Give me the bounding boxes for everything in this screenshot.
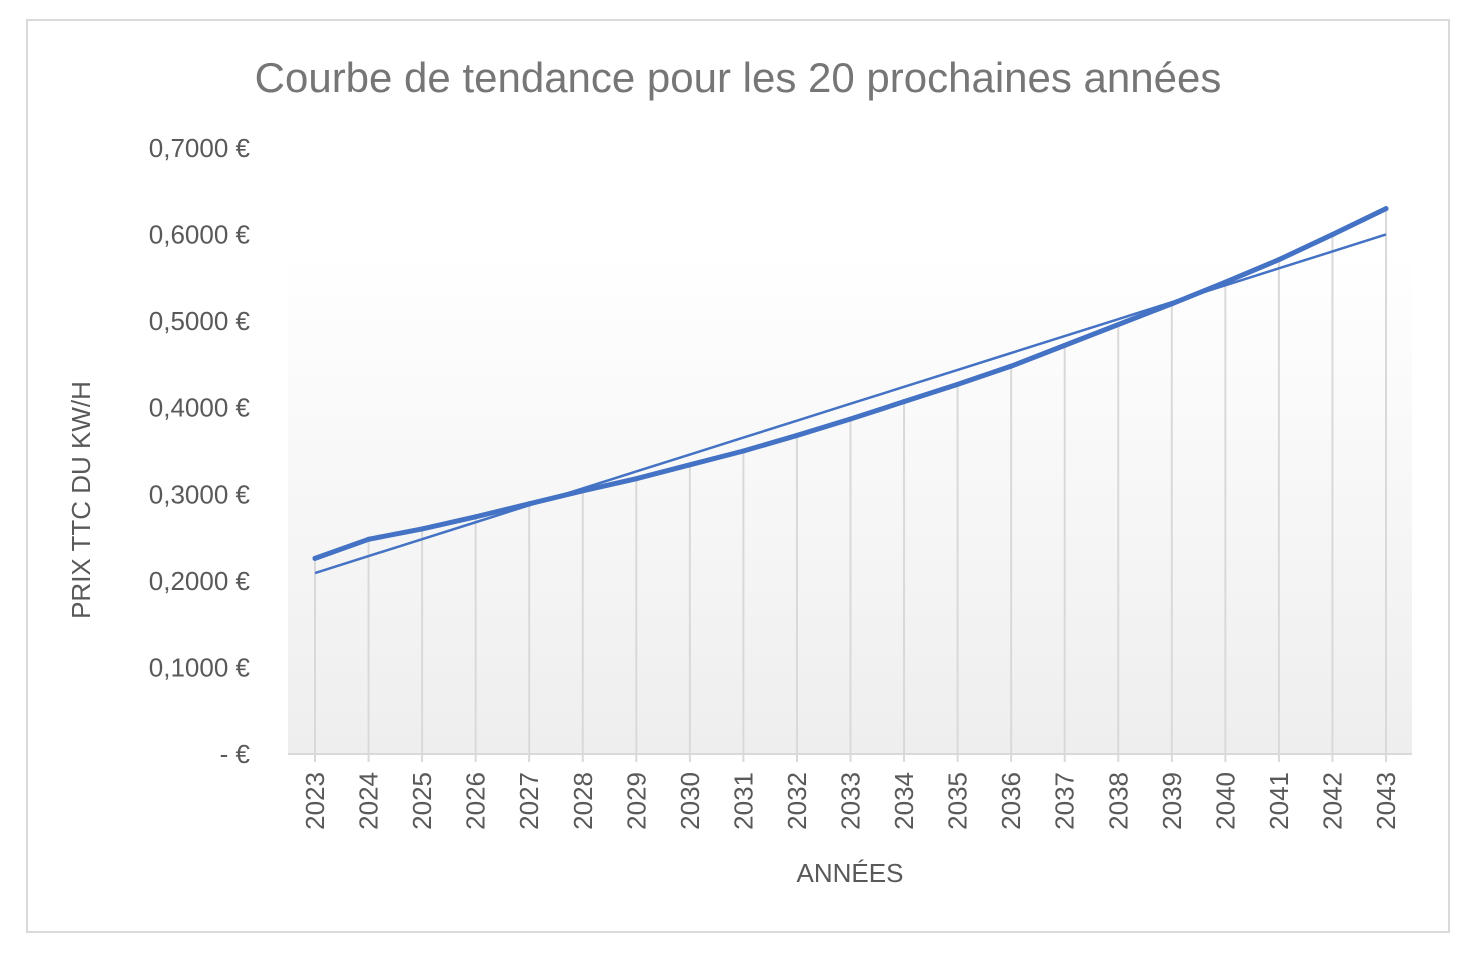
x-axis-label: ANNÉES [797,858,904,888]
y-axis-ticks: 0,7000 € 0,6000 € 0,5000 € 0,4000 € 0,3000 €… [149,133,251,769]
x-tick-label: 2035 [943,772,973,830]
y-tick-label: - € [220,739,251,769]
data-point [473,514,479,520]
y-tick-label: 0,6000 € [149,220,251,250]
data-point [633,476,639,482]
data-point [1115,322,1121,328]
x-tick-label: 2024 [354,772,384,830]
x-tick-label: 2028 [568,772,598,830]
x-tick-label: 2040 [1210,772,1240,830]
x-tick-label: 2039 [1157,772,1187,830]
data-point [901,399,907,405]
y-tick-label: 0,4000 € [149,393,251,423]
x-tick-label: 2036 [996,772,1026,830]
x-tick-label: 2038 [1103,772,1133,830]
data-point [1062,342,1068,348]
y-tick-label: 0,3000 € [149,479,251,509]
chart-title: Courbe de tendance pour les 20 prochaine… [255,54,1222,101]
data-point [366,536,372,542]
series-layer [312,206,1389,575]
data-point [526,501,532,507]
data-point [1008,363,1014,369]
y-tick-label: 0,7000 € [149,133,251,163]
x-tick-label: 2029 [621,772,651,830]
grid-lines [314,208,1387,754]
x-tick-label: 2023 [300,772,330,830]
data-point [1276,257,1282,263]
data-point [794,432,800,438]
x-tick-label: 2026 [461,772,491,830]
x-tick-label: 2025 [407,772,437,830]
data-point [580,488,586,494]
data-point [1222,279,1228,285]
x-tick-label: 2032 [782,772,812,830]
data-point [848,416,853,422]
x-tick-label: 2043 [1371,772,1401,830]
x-tick-label: 2042 [1317,772,1347,830]
x-tick-label: 2031 [728,772,758,830]
x-axis-ticks: 2023 2024 2025 2026 2027 2028 2029 2030 2031 2032… [300,754,1401,830]
x-tick-label: 2027 [514,772,544,830]
y-axis-label: PRIX TTC DU KW/H [66,381,96,619]
data-point [312,555,318,561]
x-tick-label: 2030 [675,772,705,830]
data-point [740,448,746,454]
data-point [955,381,961,387]
data-point [419,526,425,532]
data-point [1329,232,1335,238]
x-tick-label: 2041 [1264,772,1294,830]
data-point [687,462,693,468]
data-point [1169,301,1175,307]
y-tick-label: 0,1000 € [149,652,251,682]
x-tick-label: 2034 [889,772,919,830]
y-tick-label: 0,2000 € [149,566,251,596]
data-point [1383,206,1389,212]
x-tick-label: 2033 [836,772,866,830]
y-tick-label: 0,5000 € [149,306,251,336]
x-tick-label: 2037 [1050,772,1080,830]
